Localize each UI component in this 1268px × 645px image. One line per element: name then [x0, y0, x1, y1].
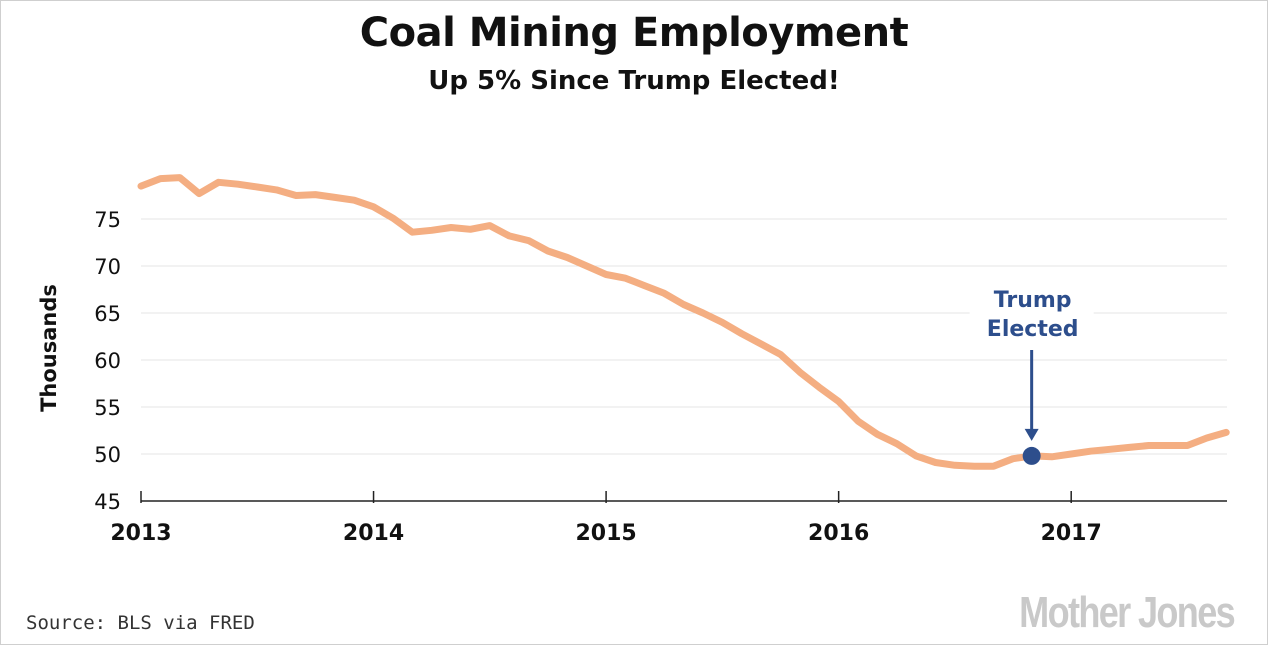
- chart-subtitle: Up 5% Since Trump Elected!: [428, 66, 840, 96]
- x-tick-label: 2017: [1041, 521, 1102, 546]
- annotation-arrow-head: [1024, 428, 1039, 441]
- y-tick-label: 65: [94, 302, 121, 326]
- y-tick-label: 50: [94, 443, 121, 467]
- x-tick-label: 2016: [808, 521, 869, 546]
- y-tick-label: 75: [94, 208, 121, 232]
- y-tick-label: 45: [94, 490, 121, 514]
- y-tick-label: 60: [94, 349, 121, 373]
- annotation-label-line2: Elected: [987, 317, 1079, 342]
- series-line-coal-employment: [137, 174, 1230, 470]
- y-axis-label: Thousands: [37, 284, 61, 412]
- annotation-point-marker: [1022, 446, 1041, 465]
- x-tick-label: 2014: [343, 521, 404, 546]
- x-tick-label: 2013: [110, 521, 171, 546]
- y-tick-label: 55: [94, 396, 121, 420]
- annotation-label-bg: [969, 283, 1094, 345]
- annotation-label-line1: Trump: [994, 288, 1072, 313]
- y-tick-label: 70: [94, 255, 121, 279]
- source-note: Source: BLS via FRED: [26, 612, 255, 634]
- publisher-logo: Mother Jones: [1019, 588, 1236, 637]
- x-tick-label: 2015: [575, 521, 636, 546]
- chart-title: Coal Mining Employment: [359, 10, 909, 56]
